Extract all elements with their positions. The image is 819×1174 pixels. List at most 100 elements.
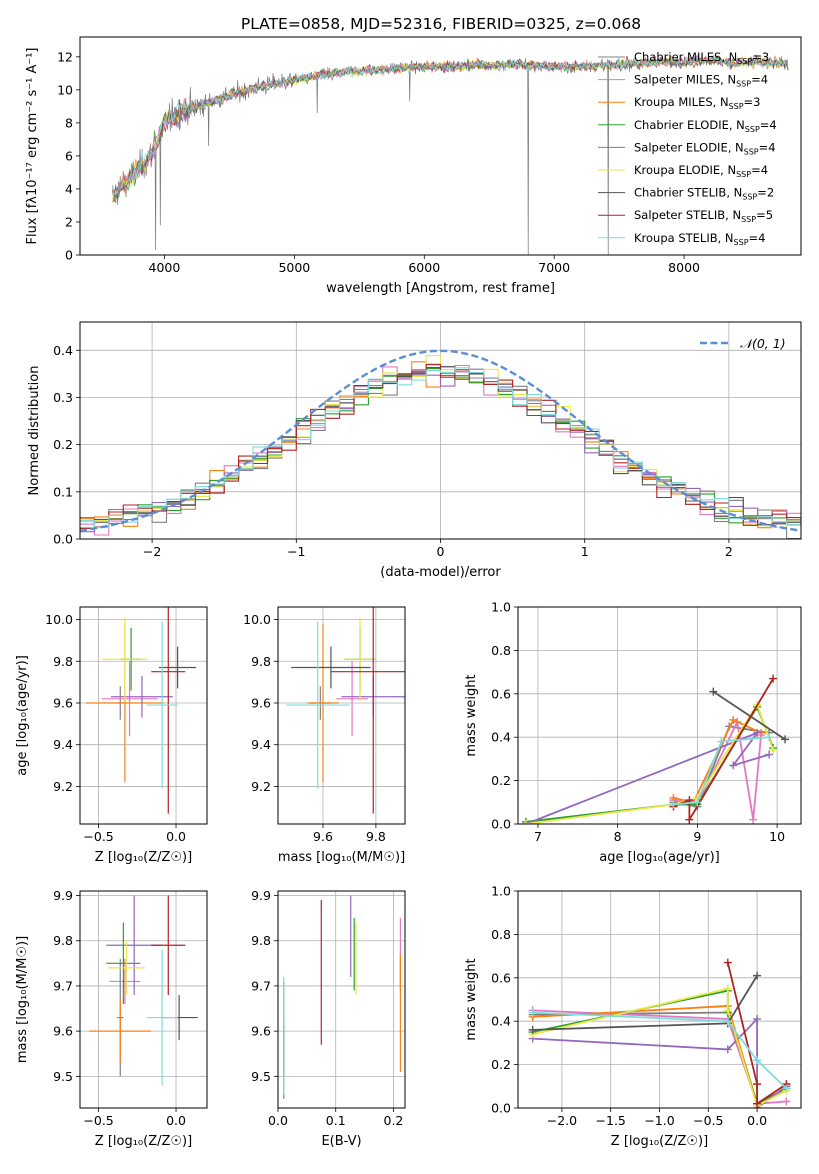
y-tick-label: 0.4 bbox=[53, 343, 73, 358]
weight-marker bbox=[753, 971, 762, 980]
weight-marker bbox=[685, 815, 694, 824]
weight-marker bbox=[753, 1056, 762, 1065]
axes-frame bbox=[79, 36, 802, 256]
x-tick-label: 2 bbox=[725, 544, 733, 559]
y-tick-label: 0.6 bbox=[491, 686, 511, 701]
x-tick-label: −0.5 bbox=[83, 1113, 113, 1128]
errorbar-salpeter-stelib bbox=[151, 607, 186, 814]
errorbar-kroupa-miles bbox=[307, 623, 339, 783]
weight-marker bbox=[729, 761, 738, 770]
age_vs_mass-plot-area bbox=[285, 607, 405, 814]
spectrum-panel: 4000 5000 6000 7000 8000 0 2 4 6 8 10 12 wavelength … bbox=[25, 36, 802, 296]
legend-label: Chabrier ELODIE, NSSP=4 bbox=[634, 118, 777, 134]
weight-line bbox=[726, 962, 787, 1106]
y-tick-label: 12 bbox=[57, 49, 73, 64]
weight_vs_age-plot-area bbox=[521, 674, 790, 824]
mass_vs_z-panel: −0.5 0.0 9.5 9.6 9.7 9.8 9.9 Z [log₁₀(Z/Z☉)] mas… bbox=[15, 888, 208, 1149]
y-tick-label: 9.5 bbox=[53, 1069, 73, 1084]
x-axis-label: mass [log₁₀(M/M☉)] bbox=[278, 850, 405, 865]
x-tick-label: 4000 bbox=[149, 260, 181, 275]
x-tick-label: −2 bbox=[143, 544, 161, 559]
weight-line bbox=[673, 736, 770, 806]
x-tick-label: 0.2 bbox=[384, 1113, 404, 1128]
errorbar-kroupa-stelib bbox=[146, 621, 178, 789]
weight-marker bbox=[723, 984, 732, 993]
series-chabrier-stelib bbox=[528, 971, 762, 1034]
legend-label: Salpeter ELODIE, NSSP=4 bbox=[634, 140, 776, 156]
x-tick-label: 7 bbox=[534, 829, 542, 844]
y-tick-label: 0.4 bbox=[491, 730, 511, 745]
legend-label: Salpeter MILES, NSSP=4 bbox=[634, 73, 768, 89]
x-tick-label: −0.5 bbox=[83, 829, 113, 844]
x-tick-label: 0.1 bbox=[326, 1113, 346, 1128]
weight_vs_z-panel: −2.0 −1.5 −1.0 −0.5 0.0 0.0 0.2 0.4 0.6 0.8 1.0 Z [… bbox=[464, 884, 802, 1149]
x-tick-label: 1 bbox=[581, 544, 589, 559]
weight-line bbox=[532, 1011, 788, 1090]
x-tick-label: 9.8 bbox=[366, 829, 386, 844]
legend-label: Salpeter STELIB, NSSP=5 bbox=[634, 208, 773, 224]
x-axis-label: (data-model)/error bbox=[380, 565, 501, 580]
weight_vs_age-panel: 7 8 9 10 0.0 0.2 0.4 0.6 0.8 1.0 age [log₁₀(age/yr… bbox=[464, 600, 802, 865]
axes-frame bbox=[277, 606, 406, 825]
x-axis-label: Z [log₁₀(Z/Z☉)] bbox=[95, 850, 192, 865]
x-tick-label: 7000 bbox=[538, 260, 570, 275]
model-spectrum-line bbox=[112, 56, 788, 196]
errorbar-kroupa-stelib bbox=[146, 949, 178, 1086]
weight-marker bbox=[769, 746, 778, 755]
x-tick-label: −2.0 bbox=[547, 1113, 577, 1128]
x-tick-label: −1 bbox=[287, 544, 305, 559]
series-chabrier-stelib bbox=[709, 687, 790, 744]
age_vs_mass-panel: 9.6 9.8 9.2 9.4 9.6 9.8 10.0 mass [log₁₀(M/M☉)] bbox=[243, 606, 406, 865]
errorbar-salpeter-miles bbox=[109, 958, 141, 1005]
x-axis-label: Z [log₁₀(Z/Z☉)] bbox=[95, 1134, 192, 1149]
weight-marker bbox=[765, 750, 774, 759]
residuals-plot-area bbox=[80, 349, 801, 539]
errorbar-salpeter-stelib bbox=[151, 895, 186, 995]
y-tick-label: 9.2 bbox=[251, 779, 271, 794]
weight-line bbox=[532, 1009, 787, 1105]
x-tick-label: 0.0 bbox=[268, 1113, 288, 1128]
series-salpeter-stelib bbox=[723, 958, 791, 1108]
errorbar-chabrier-stelib bbox=[158, 646, 197, 689]
x-tick-label: −0.5 bbox=[693, 1113, 723, 1128]
errorbar-kroupa-elodie bbox=[107, 940, 146, 995]
errorbar-salpeter-stelib bbox=[330, 607, 405, 814]
x-axis-label: age [log₁₀(age/yr)] bbox=[599, 850, 720, 865]
y-tick-label: 9.6 bbox=[251, 1024, 271, 1039]
model-spectrum-line bbox=[112, 55, 788, 195]
y-tick-label: 0 bbox=[65, 248, 73, 263]
y-tick-label: 9.7 bbox=[53, 978, 73, 993]
weight-marker bbox=[753, 1099, 762, 1108]
series-kroupa-stelib bbox=[528, 1008, 791, 1093]
weight-marker bbox=[782, 1097, 791, 1106]
y-tick-label: 0.4 bbox=[491, 1014, 511, 1029]
y-tick-label: 9.6 bbox=[53, 695, 73, 710]
axes-frame bbox=[79, 890, 208, 1109]
gaussian-legend-label: 𝒩(0, 1) bbox=[740, 336, 786, 351]
y-tick-label: 0.6 bbox=[491, 970, 511, 985]
x-tick-label: 8 bbox=[614, 829, 622, 844]
histogram-kroupa-elodie bbox=[80, 355, 801, 530]
y-tick-label: 9.7 bbox=[251, 978, 271, 993]
y-tick-label: 0.1 bbox=[53, 484, 73, 499]
weight-marker bbox=[723, 1045, 732, 1054]
weight-marker bbox=[753, 1015, 762, 1024]
spectrum-legend: Chabrier MILES, NSSP=3 Salpeter MILES, NS… bbox=[598, 50, 777, 247]
y-tick-label: 9.9 bbox=[53, 888, 73, 903]
x-tick-label: 8000 bbox=[668, 260, 700, 275]
y-tick-label: 0.3 bbox=[53, 390, 73, 405]
legend-label: Chabrier STELIB, NSSP=2 bbox=[634, 186, 774, 202]
y-tick-label: 4 bbox=[65, 181, 73, 196]
y-axis-label: Flux [fλ10⁻¹⁷ erg cm⁻² s⁻¹ A⁻¹] bbox=[25, 48, 40, 245]
x-tick-label: 0 bbox=[437, 544, 445, 559]
legend-label: Kroupa ELODIE, NSSP=4 bbox=[634, 163, 768, 179]
x-tick-label: 5000 bbox=[278, 260, 310, 275]
weight-marker bbox=[709, 687, 718, 696]
y-tick-label: 10.0 bbox=[45, 612, 73, 627]
y-axis-label: mass [log₁₀(M/M☉)] bbox=[15, 936, 30, 1063]
x-tick-label: 6000 bbox=[408, 260, 440, 275]
y-tick-label: 1.0 bbox=[491, 600, 511, 615]
mass_vs_ebv-panel: 0.0 0.1 0.2 9.5 9.6 9.7 9.8 9.9 E(B-V) bbox=[251, 888, 406, 1149]
weight-marker bbox=[669, 800, 678, 809]
y-tick-label: 9.2 bbox=[53, 779, 73, 794]
